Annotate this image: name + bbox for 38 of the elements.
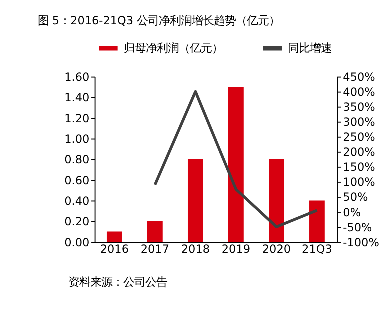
y-tick-label: 0.20: [64, 216, 90, 229]
legend-label: 同比增速: [288, 42, 332, 56]
y2-tick-label: 50%: [343, 191, 368, 204]
bar: [106, 232, 122, 242]
y-tick-label: 0.80: [64, 154, 90, 167]
y2-tick-label: 450%: [343, 71, 376, 84]
bar: [269, 159, 284, 242]
bar: [147, 221, 163, 242]
y-tick-label: 0.00: [64, 236, 90, 250]
bar: [188, 159, 204, 242]
line-series: [154, 90, 319, 228]
y2-tick-label: 0%: [343, 206, 362, 220]
y2-tick-label: 350%: [343, 101, 376, 114]
y2-tick-label: -50%: [343, 221, 373, 234]
x-tick-label: 2018: [181, 242, 210, 256]
y-tick-label: 1.40: [64, 92, 90, 105]
x-tick-label: 2019: [222, 242, 251, 256]
text: 资料来源：公司公告: [68, 276, 168, 290]
y-tick-label: 1.60: [64, 71, 90, 84]
x-tick-label: 2017: [140, 242, 170, 256]
chart-title: 图 5：2016-21Q3 公司净利润增长趋势（亿元）: [38, 14, 280, 28]
y2-tick-label: -100%: [343, 236, 380, 250]
x-tick-label: 2016: [100, 242, 129, 256]
bar: [310, 200, 325, 242]
y2-tick-label: 200%: [343, 146, 376, 160]
y2-tick-label: 100%: [343, 176, 376, 190]
y-tick-label: 1.00: [64, 133, 90, 146]
y-tick-label: 1.20: [64, 112, 90, 126]
y2-tick-label: 250%: [343, 131, 376, 144]
y-tick-label: 0.60: [64, 174, 90, 188]
y2-tick-label: 400%: [343, 86, 376, 100]
y-tick-label: 0.40: [64, 194, 90, 208]
bar: [228, 87, 244, 242]
x-tick-label: 2020: [262, 242, 292, 256]
y2-tick-label: 150%: [343, 161, 376, 174]
y2-tick-label: 300%: [343, 116, 376, 130]
x-tick-label: 21Q3: [302, 242, 332, 256]
legend-label: 归母净利润（亿元）: [124, 42, 223, 56]
